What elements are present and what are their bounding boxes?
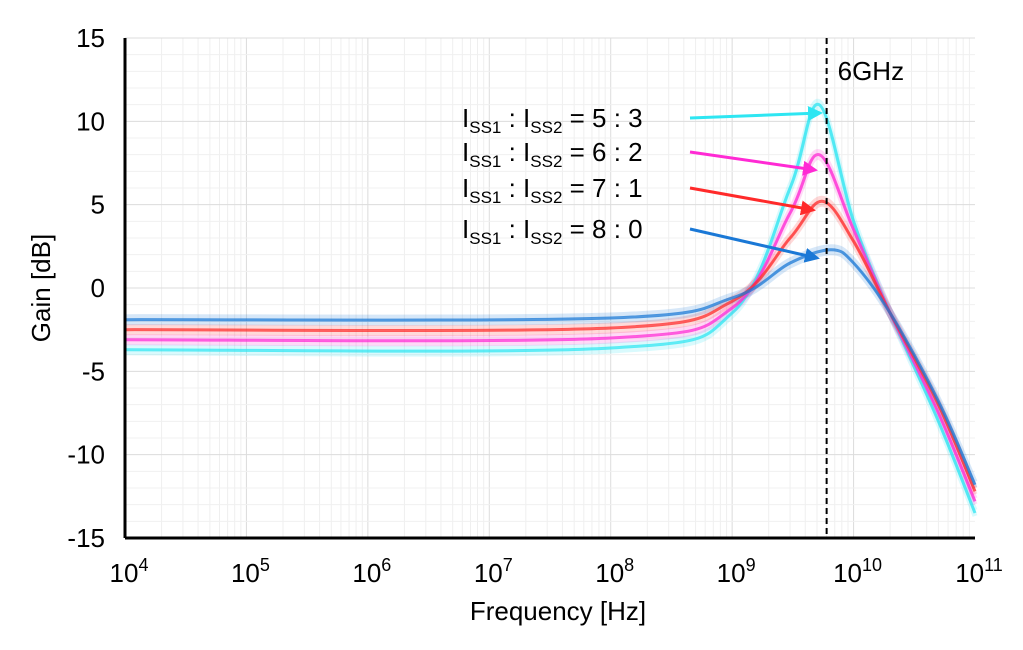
x-tick-label: 109 bbox=[717, 555, 756, 588]
y-tick-label: 0 bbox=[91, 273, 105, 303]
grid bbox=[124, 37, 975, 539]
x-tick-label: 108 bbox=[595, 555, 634, 588]
series-label-4: ISS1 : ISS2 = 8 : 0 bbox=[462, 214, 643, 248]
x-tick-label: 104 bbox=[110, 555, 149, 588]
series-label-1: ISS1 : ISS2 = 5 : 3 bbox=[462, 103, 643, 137]
series-arrow-4 bbox=[689, 227, 820, 263]
y-tick-label: 10 bbox=[76, 106, 105, 136]
x-tick-label: 105 bbox=[231, 555, 270, 588]
x-tick-label: 106 bbox=[352, 555, 391, 588]
x-tick-label: 1011 bbox=[955, 555, 1003, 588]
series-line-2 bbox=[124, 153, 977, 502]
frequency-marker: 6GHz bbox=[825, 38, 904, 538]
series-label-3: ISS1 : ISS2 = 7 : 1 bbox=[462, 173, 643, 207]
series-line-4 bbox=[124, 248, 977, 486]
marker-label: 6GHz bbox=[838, 56, 904, 86]
y-axis-label: Gain [dB] bbox=[26, 234, 56, 342]
y-tick-label: 15 bbox=[76, 23, 105, 53]
y-tick-label: -5 bbox=[82, 356, 105, 386]
series-curves bbox=[124, 103, 977, 514]
y-tick-label: -15 bbox=[67, 523, 105, 553]
y-tick-labels: 15 10 5 0 -5 -10 -15 bbox=[67, 23, 105, 553]
x-tick-label: 1010 bbox=[833, 555, 882, 588]
x-tick-label: 107 bbox=[474, 555, 513, 588]
y-tick-label: -10 bbox=[67, 440, 105, 470]
series-label-2: ISS1 : ISS2 = 6 : 2 bbox=[462, 137, 643, 171]
y-tick-label: 5 bbox=[91, 190, 105, 220]
series-arrow-2 bbox=[689, 150, 818, 176]
series-line-1 bbox=[124, 103, 977, 514]
series-arrow-1 bbox=[689, 105, 823, 121]
series-arrow-3 bbox=[689, 186, 816, 216]
x-axis-label: Frequency [Hz] bbox=[470, 596, 646, 626]
x-tick-labels: 104 105 106 107 108 109 1010 1011 bbox=[110, 555, 1003, 588]
